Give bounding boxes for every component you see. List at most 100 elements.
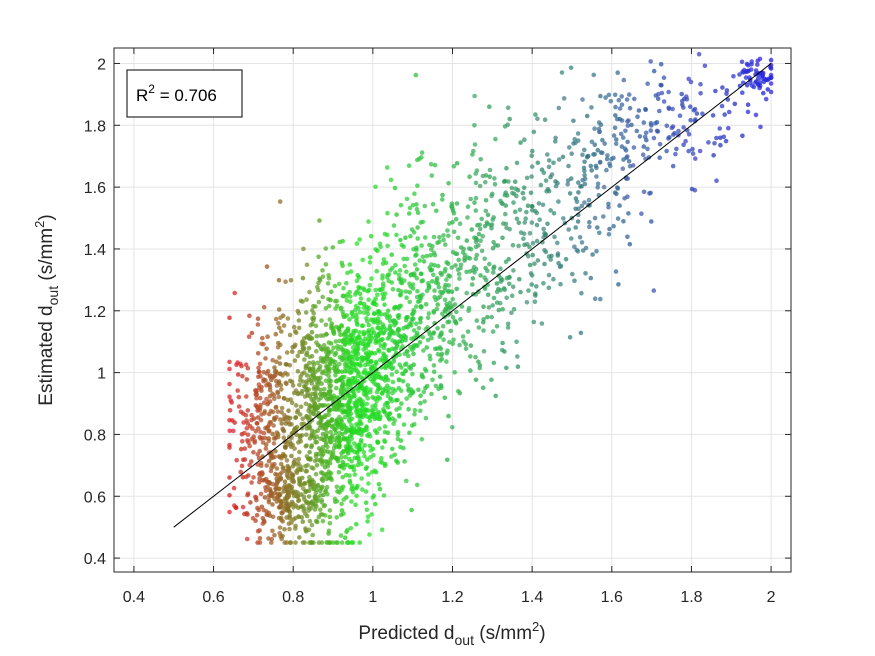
data-point: [287, 332, 293, 338]
data-point: [551, 276, 556, 282]
data-point: [314, 434, 320, 440]
data-point: [327, 540, 332, 545]
data-point: [415, 343, 420, 349]
data-point: [406, 406, 411, 412]
data-point: [262, 495, 268, 500]
data-point: [507, 116, 512, 122]
data-point: [254, 395, 259, 401]
data-point: [753, 112, 759, 118]
data-point: [345, 462, 350, 468]
data-point: [402, 459, 407, 464]
data-point: [360, 257, 366, 263]
data-point: [254, 392, 260, 397]
data-point: [382, 342, 387, 348]
data-point: [377, 349, 382, 354]
data-point: [553, 139, 558, 144]
data-point: [513, 186, 519, 192]
data-point: [326, 273, 331, 278]
data-point: [514, 339, 519, 345]
data-point: [441, 237, 446, 243]
data-point: [297, 434, 303, 439]
data-point: [572, 244, 577, 250]
data-point: [357, 309, 363, 315]
data-point: [535, 116, 540, 122]
data-point: [451, 337, 456, 343]
data-point: [433, 280, 439, 285]
data-point: [311, 362, 317, 368]
data-point: [439, 385, 444, 391]
data-point: [454, 201, 460, 206]
data-point: [306, 508, 311, 513]
data-point: [306, 479, 312, 484]
data-point: [370, 404, 375, 409]
data-point: [410, 371, 415, 377]
data-point: [563, 256, 569, 262]
data-point: [293, 540, 298, 545]
data-point: [327, 508, 333, 513]
data-point: [417, 316, 423, 322]
data-point: [573, 225, 578, 230]
data-point: [302, 357, 307, 362]
data-point: [504, 225, 509, 231]
data-point: [354, 421, 359, 427]
data-point: [361, 347, 366, 352]
data-point: [347, 262, 353, 267]
data-point: [318, 470, 324, 475]
data-point: [367, 282, 373, 288]
data-point: [362, 453, 367, 459]
data-point: [415, 225, 420, 230]
data-point: [578, 330, 584, 336]
data-point: [304, 381, 309, 386]
data-point: [592, 152, 597, 157]
data-point: [293, 403, 299, 408]
data-point: [586, 197, 592, 203]
data-point: [270, 528, 275, 534]
data-point: [528, 190, 534, 196]
data-point: [349, 499, 354, 504]
data-point: [401, 422, 407, 427]
data-point: [648, 59, 653, 64]
data-point: [587, 224, 592, 230]
data-point: [300, 299, 305, 304]
data-point: [298, 482, 304, 488]
data-point: [394, 343, 400, 349]
data-point: [768, 89, 774, 95]
data-point: [590, 252, 595, 257]
data-point: [315, 457, 320, 463]
data-point: [332, 359, 338, 365]
data-point: [426, 283, 432, 289]
data-point: [250, 426, 255, 431]
data-point: [354, 521, 359, 527]
data-point: [337, 338, 342, 344]
data-point: [257, 479, 262, 485]
data-point: [304, 513, 310, 519]
data-point: [227, 417, 232, 423]
data-point: [414, 245, 419, 251]
data-point: [378, 343, 384, 348]
data-point: [313, 407, 319, 413]
data-point: [279, 421, 285, 426]
data-point: [566, 227, 571, 232]
data-point: [321, 343, 327, 348]
data-point: [403, 289, 409, 294]
data-point: [321, 414, 327, 420]
data-point: [613, 113, 618, 118]
data-point: [504, 365, 509, 371]
data-point: [444, 260, 450, 265]
data-point: [324, 354, 330, 360]
y-tick-label: 1.2: [84, 304, 106, 321]
data-point: [534, 222, 540, 228]
data-point: [439, 356, 445, 362]
data-point: [645, 146, 650, 152]
data-point: [759, 76, 765, 81]
data-point: [318, 512, 324, 517]
data-point: [263, 442, 269, 447]
data-point: [545, 152, 550, 157]
data-point: [541, 226, 546, 232]
data-point: [322, 346, 327, 352]
data-point: [363, 500, 369, 506]
data-point: [227, 509, 232, 515]
data-point: [413, 321, 419, 327]
data-point: [380, 286, 385, 292]
data-point: [256, 455, 262, 461]
